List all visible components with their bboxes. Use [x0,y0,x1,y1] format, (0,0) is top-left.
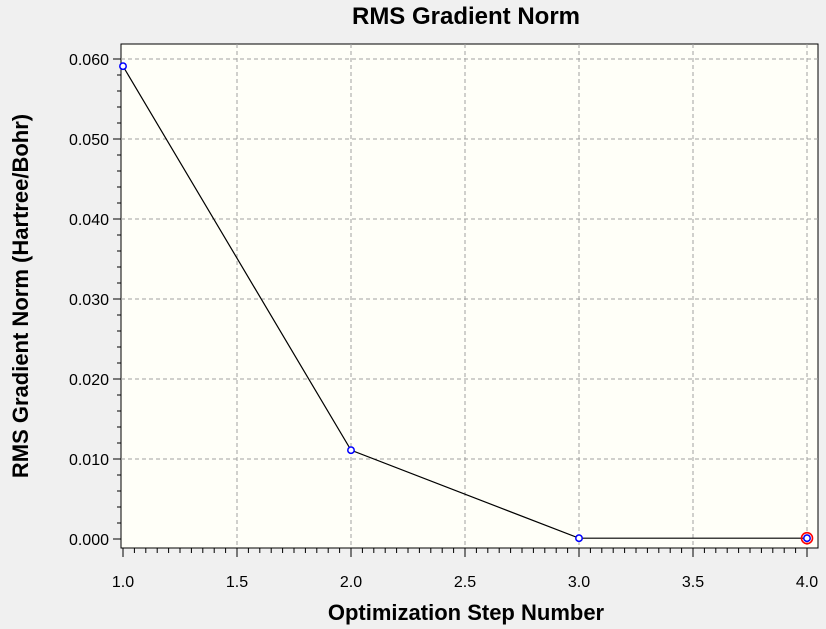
data-point[interactable] [119,62,127,71]
x-tick-label: 3.0 [568,574,590,591]
y-tick-label: 0.010 [69,452,109,469]
plot-area [120,43,819,549]
y-tick-label: 0.040 [69,212,109,229]
y-tick-label: 0.030 [69,292,109,309]
y-tick-label: 0.050 [69,132,109,149]
data-point[interactable] [803,534,811,543]
x-tick-label: 2.0 [340,574,362,591]
axis-ticks: 1.0 1.5 2.0 2.5 3.0 3.5 4.0 0.000 0.010 0.020 0.03… [69,52,818,591]
x-tick-label: 1.0 [112,574,134,591]
grid-lines [121,44,818,548]
x-axis-label: Optimization Step Number [328,600,605,625]
y-tick-label: 0.020 [69,372,109,389]
x-tick-label: 2.5 [454,574,476,591]
chart-title: RMS Gradient Norm [352,3,580,30]
highlight-marker [800,531,814,545]
x-tick-label: 4.0 [796,574,818,591]
x-tick-label: 3.5 [682,574,704,591]
y-tick-label: 0.000 [69,532,109,549]
x-tick-label: 1.5 [226,574,248,591]
data-point[interactable] [347,446,355,455]
series-layer [119,62,814,545]
y-tick-label: 0.060 [69,52,109,69]
y-axis-label: RMS Gradient Norm (Hartree/Bohr) [8,114,33,478]
data-point[interactable] [575,534,583,543]
series-line [122,65,807,539]
